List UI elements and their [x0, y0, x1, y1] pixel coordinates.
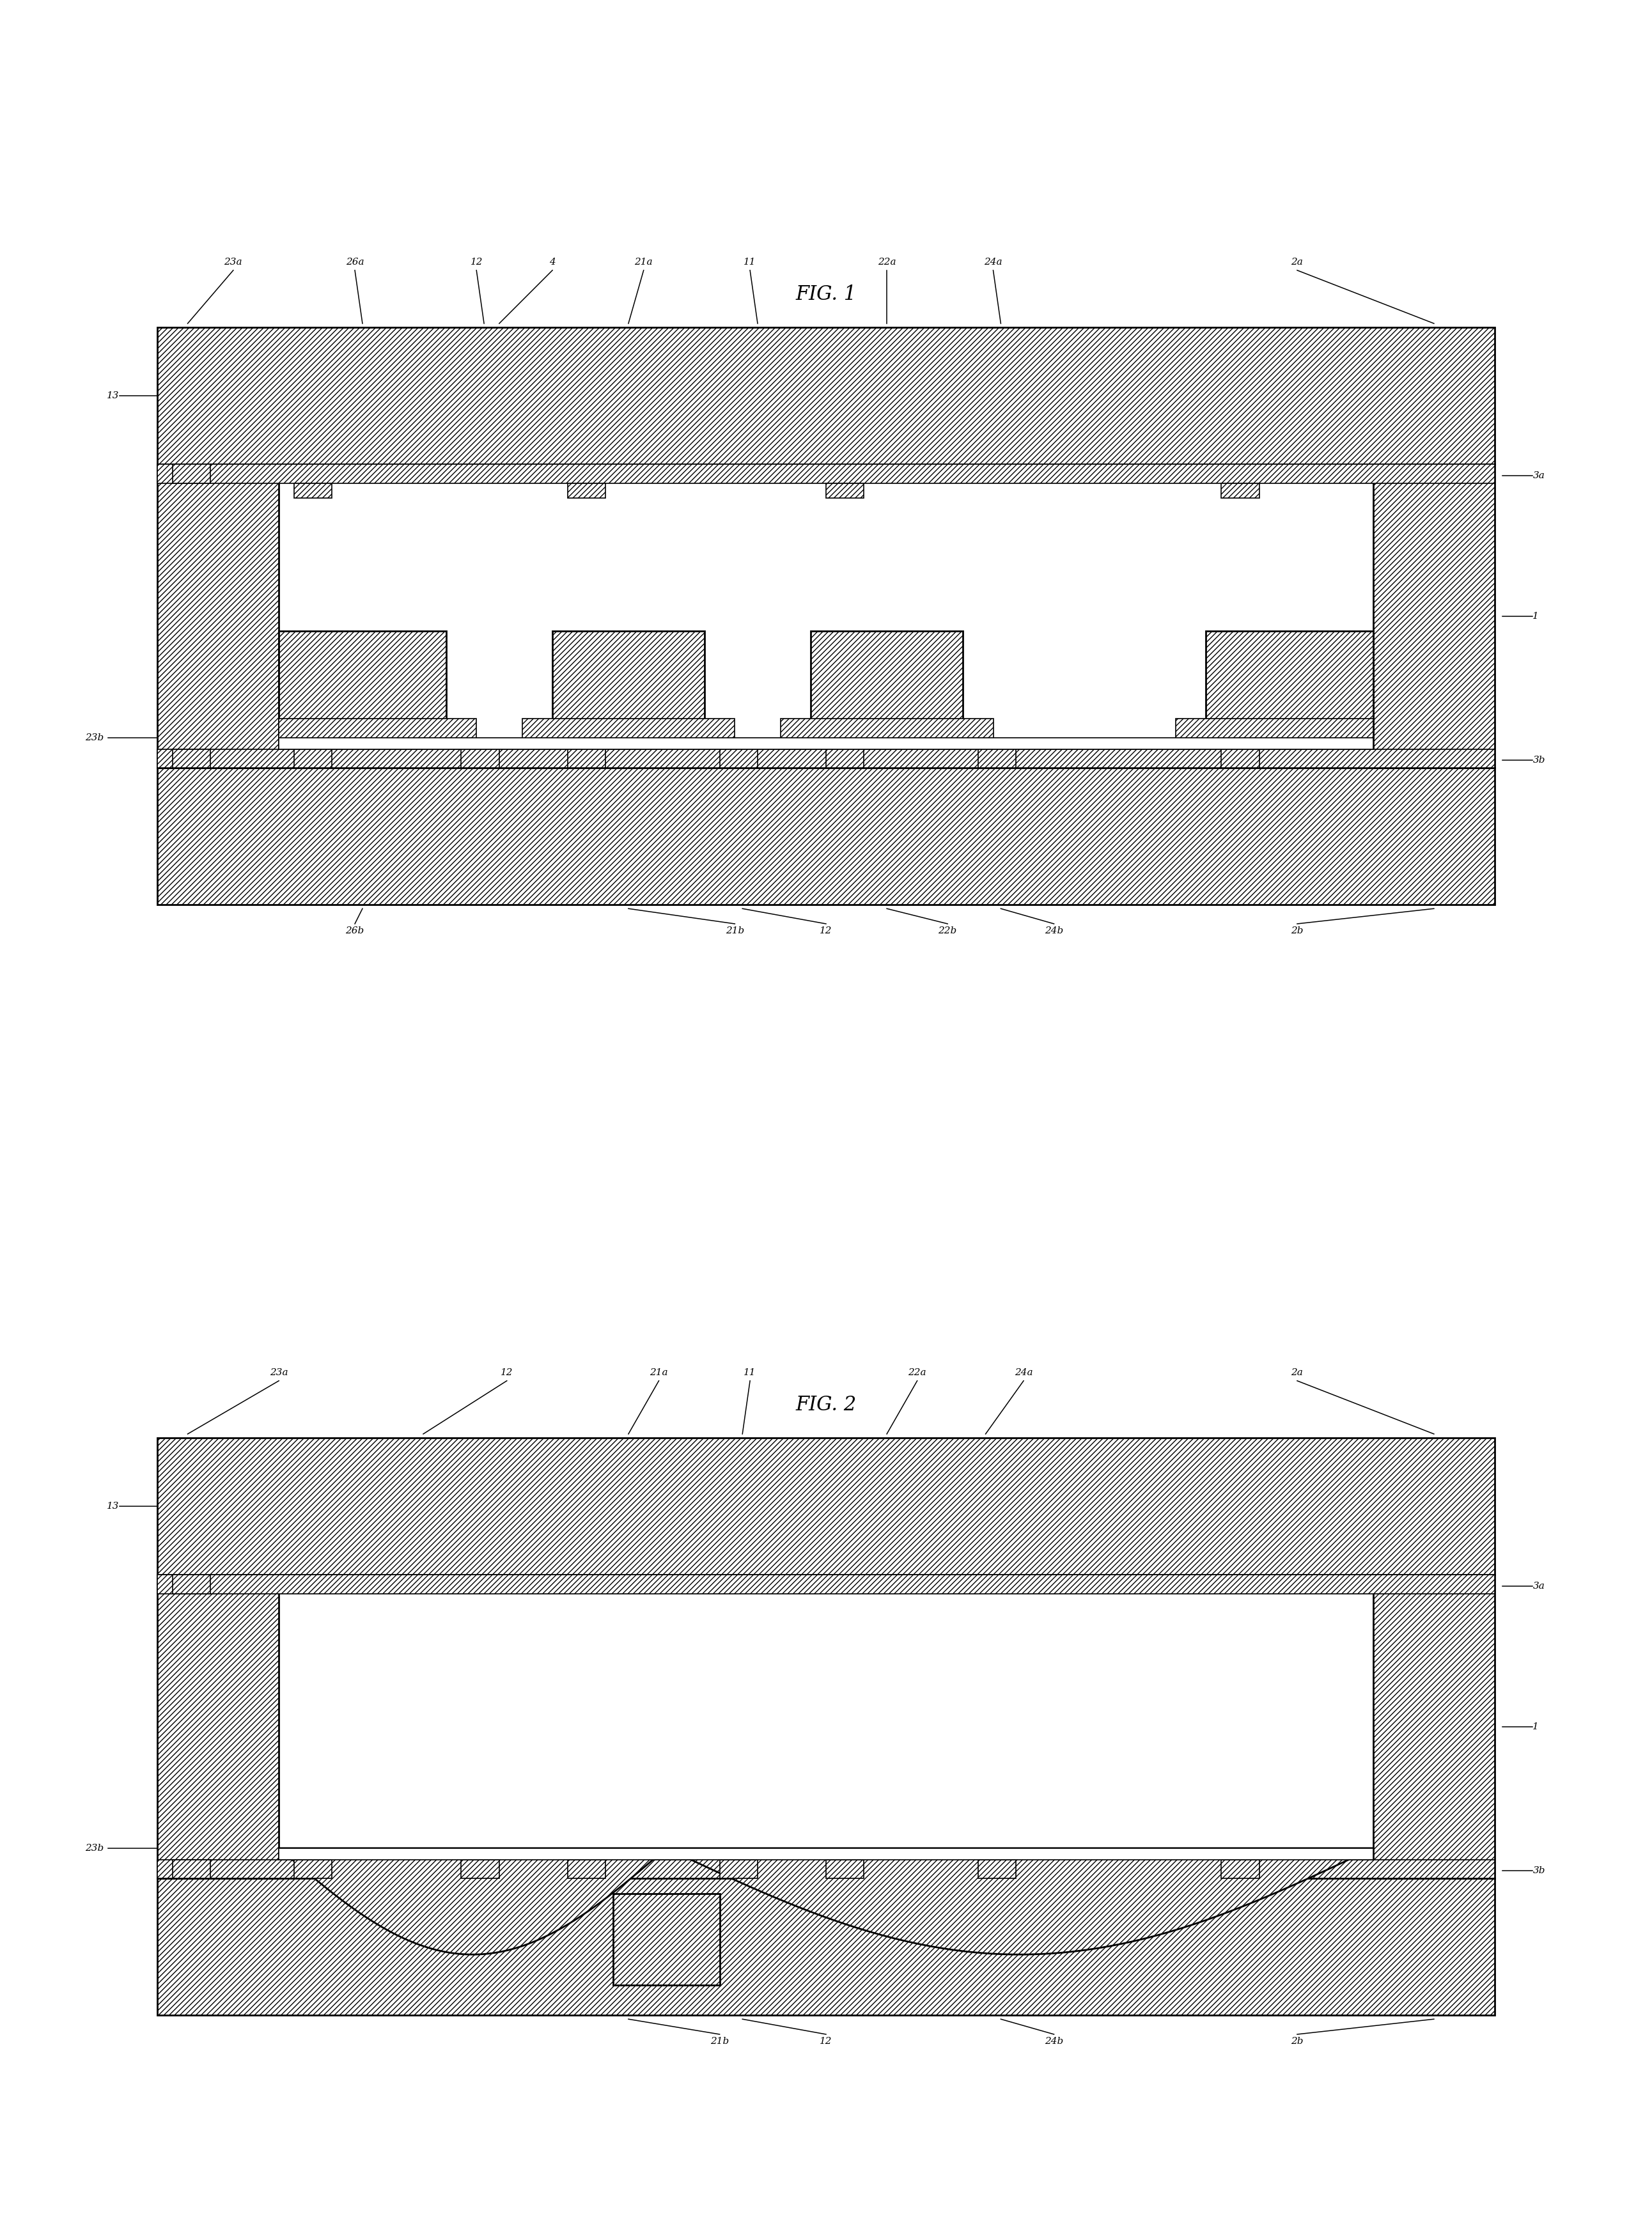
Text: 23a: 23a [225, 258, 243, 267]
Bar [1221, 482, 1259, 498]
Text: 23a: 23a [269, 1368, 287, 1377]
Text: 2a: 2a [1292, 1368, 1303, 1377]
Text: 1: 1 [1533, 611, 1540, 620]
Bar [157, 464, 279, 768]
Text: FIG. 2: FIG. 2 [796, 1395, 856, 1415]
Text: 11: 11 [743, 258, 757, 267]
Text: 24a: 24a [985, 258, 1003, 267]
Bar [172, 1859, 210, 1879]
Text: 21b: 21b [710, 2037, 729, 2046]
Bar [826, 748, 864, 768]
Text: 12: 12 [471, 258, 482, 267]
Text: 24b: 24b [1044, 926, 1064, 935]
Bar [552, 631, 704, 737]
Bar [1221, 748, 1259, 768]
Text: 3b: 3b [1533, 755, 1545, 764]
Text: 22a: 22a [909, 1368, 927, 1377]
Bar [294, 1859, 332, 1879]
Bar [720, 1859, 758, 1879]
Text: 23b: 23b [86, 1843, 104, 1852]
Bar [294, 482, 332, 498]
Bar [826, 482, 864, 498]
Bar [568, 1859, 606, 1879]
Bar [279, 720, 476, 748]
Bar [157, 1575, 1495, 1592]
Bar [461, 748, 499, 768]
Bar [811, 631, 963, 737]
Text: 3b: 3b [1533, 1866, 1545, 1875]
Bar [172, 748, 210, 768]
Bar [826, 1859, 864, 1879]
Bar [157, 1879, 1495, 2014]
Text: 2b: 2b [1290, 2037, 1303, 2046]
Text: 12: 12 [819, 2037, 833, 2046]
Text: 2b: 2b [1290, 926, 1303, 935]
Bar [461, 1859, 499, 1879]
Bar [1206, 631, 1373, 737]
Bar [978, 748, 1016, 768]
Text: 26a: 26a [345, 258, 363, 267]
Text: 24b: 24b [1044, 2037, 1064, 2046]
Bar [522, 720, 735, 748]
Text: 21b: 21b [725, 926, 743, 935]
Bar [978, 1859, 1016, 1879]
Bar [157, 1859, 1495, 1879]
Text: 2a: 2a [1292, 258, 1303, 267]
Bar [780, 720, 993, 748]
Text: 23b: 23b [86, 733, 104, 742]
Bar [157, 748, 1495, 768]
Text: 12: 12 [819, 926, 833, 935]
Bar [172, 464, 210, 482]
Bar [279, 737, 1373, 748]
Text: 24a: 24a [1014, 1368, 1032, 1377]
Text: 22a: 22a [877, 258, 895, 267]
Text: 21a: 21a [634, 258, 653, 267]
Text: 22b: 22b [938, 926, 957, 935]
Bar [568, 482, 606, 498]
Text: 13: 13 [107, 1501, 119, 1510]
Bar [1221, 1859, 1259, 1879]
Text: 12: 12 [501, 1368, 514, 1377]
Text: 13: 13 [107, 391, 119, 400]
Text: 26b: 26b [345, 926, 363, 935]
Bar [157, 1437, 1495, 1575]
Text: 21a: 21a [649, 1368, 667, 1377]
Bar [157, 326, 1495, 464]
Text: FIG. 1: FIG. 1 [796, 284, 856, 304]
Bar [157, 464, 1495, 482]
Text: 3a: 3a [1533, 471, 1545, 480]
Bar [613, 1895, 720, 1986]
Bar [172, 1575, 210, 1592]
Bar [568, 748, 606, 768]
Bar [157, 1575, 279, 1879]
Text: 4: 4 [550, 258, 555, 267]
Bar [294, 748, 332, 768]
Bar [157, 768, 1495, 904]
Text: 3a: 3a [1533, 1581, 1545, 1590]
Bar [279, 1848, 1373, 1859]
Polygon shape [279, 1848, 666, 1954]
Bar [1176, 720, 1373, 748]
Polygon shape [666, 1848, 1373, 1954]
Text: 1: 1 [1533, 1721, 1540, 1730]
Bar [1373, 1575, 1495, 1879]
Bar [279, 631, 446, 737]
Bar [1373, 464, 1495, 768]
Bar [720, 748, 758, 768]
Text: 11: 11 [743, 1368, 757, 1377]
